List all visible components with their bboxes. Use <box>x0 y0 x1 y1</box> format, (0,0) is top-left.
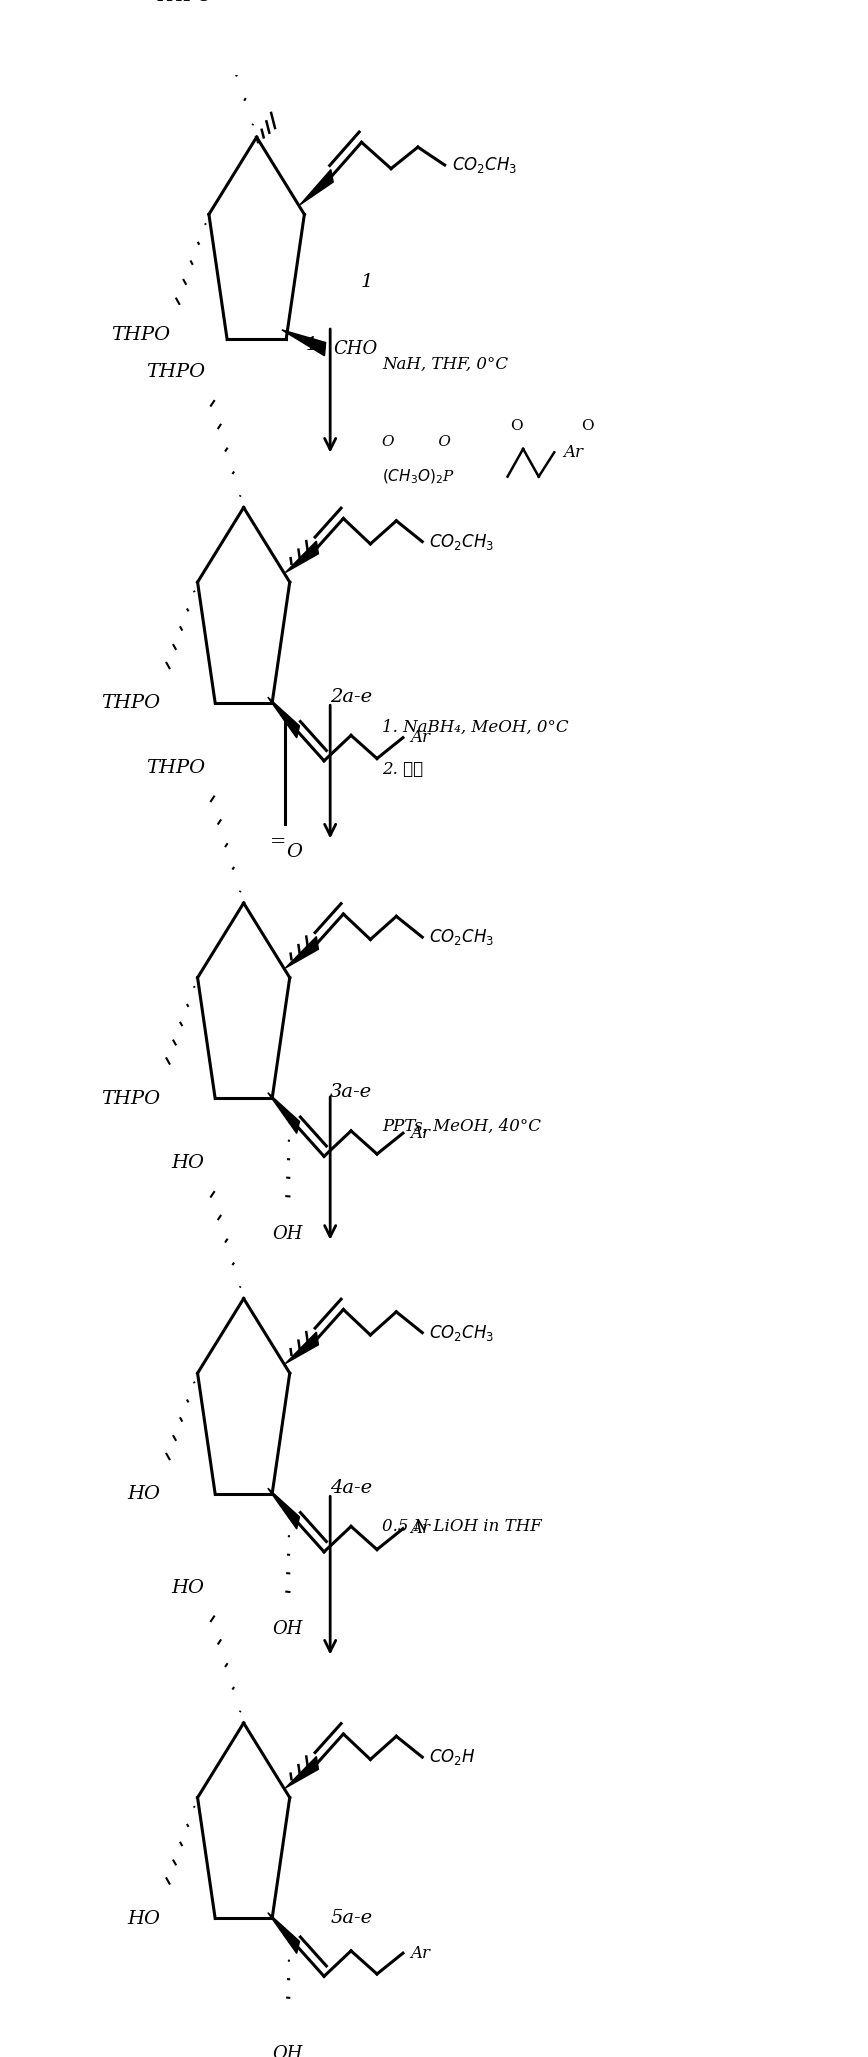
Polygon shape <box>286 936 319 969</box>
Text: HO: HO <box>128 1485 161 1504</box>
Text: 1: 1 <box>306 337 317 354</box>
Polygon shape <box>286 1757 319 1788</box>
Text: Ar: Ar <box>410 1944 430 1962</box>
Text: $CO_2CH_3$: $CO_2CH_3$ <box>429 531 495 551</box>
Text: THPO: THPO <box>146 759 205 778</box>
Text: $CO_2H$: $CO_2H$ <box>429 1746 476 1767</box>
Text: Ar: Ar <box>410 1125 430 1142</box>
Polygon shape <box>268 1092 299 1133</box>
Text: O: O <box>286 843 302 860</box>
Text: THPO: THPO <box>111 327 170 344</box>
Text: 4a-e: 4a-e <box>330 1479 372 1497</box>
Text: Ar: Ar <box>410 728 430 747</box>
Polygon shape <box>286 1333 319 1364</box>
Text: O: O <box>581 420 594 434</box>
Text: 0.5 N LiOH in THF: 0.5 N LiOH in THF <box>382 1518 542 1535</box>
Polygon shape <box>286 541 319 572</box>
Text: $CO_2CH_3$: $CO_2CH_3$ <box>429 928 495 946</box>
Text: HO: HO <box>172 1154 205 1172</box>
Text: CHO: CHO <box>333 339 378 358</box>
Text: Ar: Ar <box>563 444 583 461</box>
Text: 2. 分離: 2. 分離 <box>382 761 424 778</box>
Polygon shape <box>300 169 333 206</box>
Text: THPO: THPO <box>102 693 161 712</box>
Text: OH: OH <box>273 1224 303 1242</box>
Text: O         O: O O <box>382 434 451 448</box>
Text: Ar: Ar <box>410 1520 430 1537</box>
Text: 1. NaBH₄, MeOH, 0°C: 1. NaBH₄, MeOH, 0°C <box>382 720 569 736</box>
Text: OH: OH <box>273 1621 303 1637</box>
Text: =: = <box>270 833 286 852</box>
Text: 3a-e: 3a-e <box>330 1084 372 1100</box>
Text: 2a-e: 2a-e <box>330 687 372 706</box>
Text: HO: HO <box>128 1909 161 1927</box>
Text: HO: HO <box>172 1580 205 1596</box>
Text: 1: 1 <box>360 274 373 290</box>
Polygon shape <box>268 1487 299 1528</box>
Text: O: O <box>510 420 523 434</box>
Text: THPO: THPO <box>155 0 214 6</box>
Polygon shape <box>268 697 299 738</box>
Text: THPO: THPO <box>102 1090 161 1107</box>
Text: $CO_2CH_3$: $CO_2CH_3$ <box>429 1323 495 1343</box>
Text: $CO_2CH_3$: $CO_2CH_3$ <box>451 154 516 175</box>
Text: PPTs, MeOH, 40°C: PPTs, MeOH, 40°C <box>382 1119 541 1135</box>
Text: OH: OH <box>273 2045 303 2057</box>
Polygon shape <box>268 1913 299 1954</box>
Polygon shape <box>282 329 326 356</box>
Text: $(CH_3O)_2$P: $(CH_3O)_2$P <box>382 467 455 485</box>
Text: THPO: THPO <box>146 364 205 381</box>
Text: NaH, THF, 0°C: NaH, THF, 0°C <box>382 356 508 372</box>
Text: 5a-e: 5a-e <box>330 1909 372 1927</box>
